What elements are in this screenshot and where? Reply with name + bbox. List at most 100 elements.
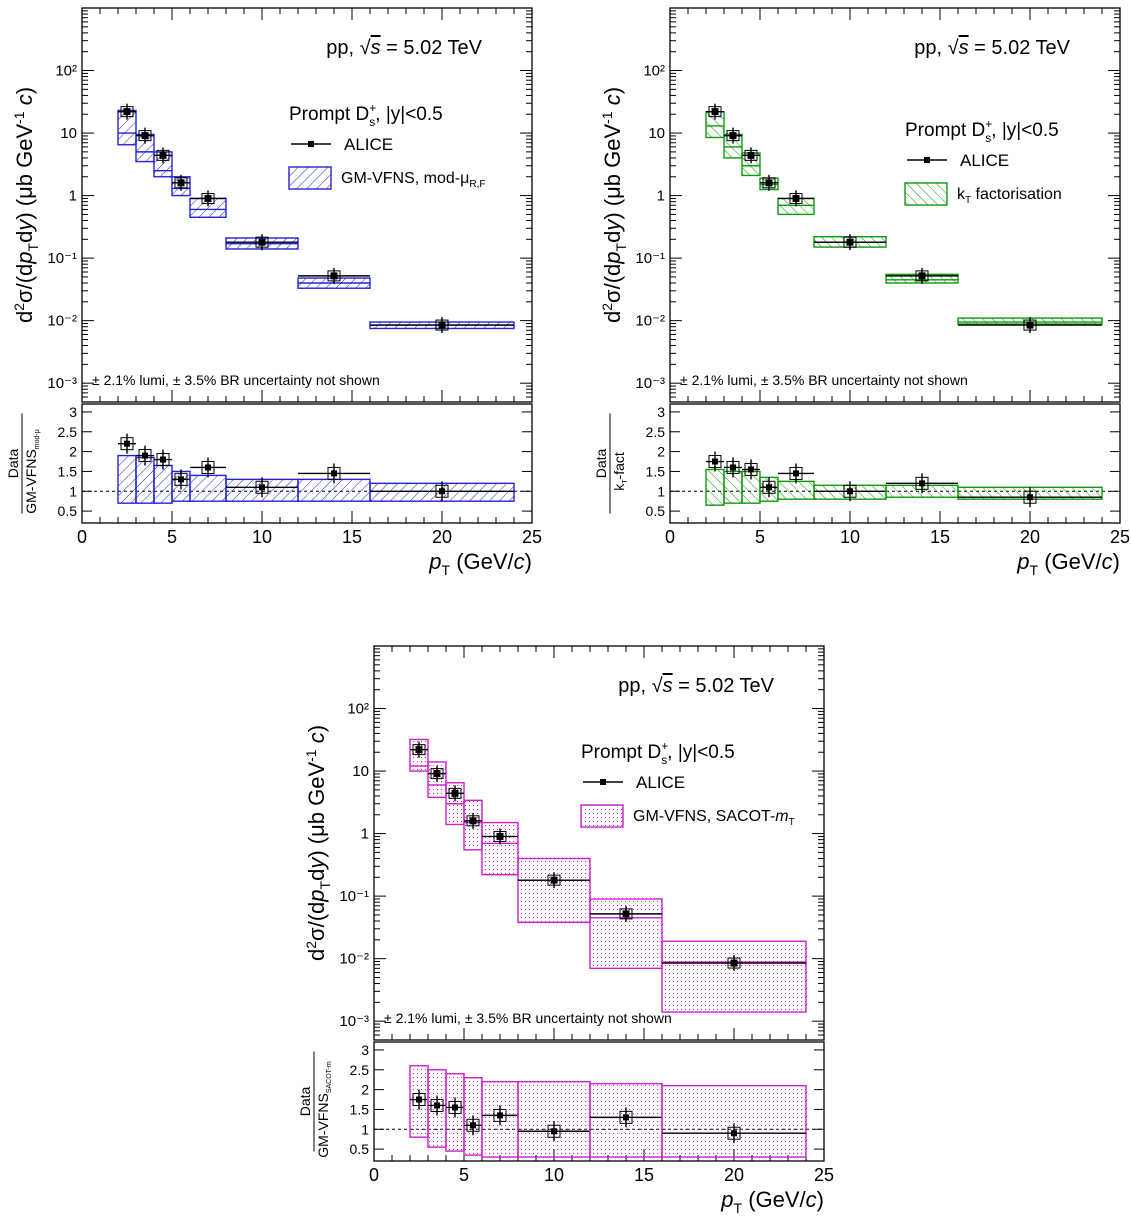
x-tick-label: 10: [252, 527, 272, 547]
legend-data-marker: [308, 141, 314, 147]
ratio-tick-label: 1.5: [350, 1101, 370, 1117]
ratio-syst-box: [915, 476, 929, 490]
y-tick-label: 10²: [55, 63, 77, 80]
legend-model-label: GM-VFNS, mod-μR,F: [341, 170, 485, 190]
ratio-syst-box: [727, 1126, 741, 1140]
x-tick-label: 25: [814, 1165, 834, 1185]
y-axis-label: d2σ/(dpTdy) (μb GeV-1 c): [11, 87, 41, 323]
ratio-model-band: [153, 464, 173, 504]
ratio-data-point: [1027, 494, 1033, 501]
ratio-model-band: [517, 1080, 591, 1158]
data-point: [330, 272, 338, 280]
ratio-tick-label: 2.5: [646, 424, 666, 440]
x-axis-label: pT (GeV/c): [428, 549, 532, 578]
ratio-denominator: GM-VFNSSACOT-m: [315, 1061, 333, 1158]
data-point: [846, 238, 854, 246]
ratio-tick-label: 0.5: [350, 1141, 370, 1157]
ratio-numerator: Data: [297, 1087, 313, 1117]
data-point: [123, 108, 131, 116]
main-plot-frame: [669, 7, 1121, 403]
data-syst-box: [412, 744, 426, 756]
legend-data-label: ALICE: [960, 151, 1009, 170]
ratio-tick-label: 3: [69, 404, 77, 420]
data-point: [258, 238, 266, 246]
x-tick-label: 5: [755, 527, 765, 547]
ratio-syst-box: [201, 460, 215, 474]
ratio-syst-box: [412, 1093, 426, 1107]
ratio-denominator: GM-VFNSmod-μ: [23, 429, 41, 514]
y-tick-label: 10²: [347, 701, 369, 718]
ratio-data-point: [847, 488, 853, 495]
x-tick-label: 0: [77, 527, 87, 547]
ratio-data-point: [623, 1114, 629, 1121]
y-tick-label: 1: [361, 826, 369, 843]
data-syst-box: [843, 236, 857, 248]
y-tick-label: 10⁻²: [635, 313, 665, 330]
data-syst-box: [915, 270, 929, 282]
data-syst-box: [547, 874, 561, 886]
x-tick-label: 20: [432, 527, 452, 547]
data-syst-box: [138, 130, 152, 142]
ratio-tick-label: 2: [361, 1082, 369, 1098]
ratio-syst-box: [547, 1124, 561, 1138]
data-syst-box: [744, 149, 758, 161]
ratio-syst-box: [708, 455, 722, 469]
x-tick-label: 10: [840, 527, 860, 547]
data-syst-box: [619, 908, 633, 920]
model-band: [661, 940, 807, 1013]
ratio-data-point: [434, 1102, 440, 1109]
data-point: [711, 108, 719, 116]
x-axis-label: pT (GeV/c): [720, 1187, 824, 1216]
ratio-data-point: [712, 458, 718, 465]
data-syst-box: [435, 319, 449, 331]
x-tick-label: 5: [459, 1165, 469, 1185]
legend-title: Prompt D+ s, |y|<0.5: [581, 739, 735, 767]
ratio-data-point: [160, 456, 166, 463]
ratio-data-point: [178, 476, 184, 483]
chart-panel-1: 10⁻³ 10⁻² 10⁻¹ 1 10 10² 0 5 10 15 20 25 0.5 1 1.5 2 2.5 3…: [5, 7, 542, 578]
legend-model-label: kT factorisation: [957, 186, 1062, 206]
data-syst-box: [726, 130, 740, 142]
y-tick-label: 10⁻¹: [339, 888, 369, 905]
data-point: [469, 817, 477, 825]
data-point: [622, 910, 630, 918]
ratio-tick-label: 3: [361, 1042, 369, 1058]
data-point: [747, 151, 755, 159]
energy-label: pp, √s = 5.02 TeV: [618, 675, 774, 697]
ratio-syst-box: [744, 462, 758, 476]
data-syst-box: [448, 787, 462, 799]
y-axis-label: d2σ/(dpTdy) (μb GeV-1 c): [599, 87, 629, 323]
y-tick-label: 1: [657, 188, 665, 205]
data-point: [550, 876, 558, 884]
uncertainty-note: ± 2.1% lumi, ± 3.5% BR uncertainty not s…: [92, 372, 380, 388]
data-syst-box: [1023, 319, 1037, 331]
legend-title: Prompt D+ s, |y|<0.5: [905, 117, 1059, 145]
ratio-data-point: [331, 470, 337, 477]
ratio-data-point: [793, 470, 799, 477]
ratio-syst-box: [466, 1118, 480, 1132]
ratio-syst-box: [156, 453, 170, 467]
x-tick-label: 20: [1020, 527, 1040, 547]
ratio-tick-label: 2: [69, 444, 77, 460]
legend-model-label: GM-VFNS, SACOT-mT: [633, 808, 795, 828]
x-tick-label: 25: [1110, 527, 1130, 547]
x-axis-label: pT (GeV/c): [1016, 549, 1120, 578]
ratio-tick-label: 3: [657, 404, 665, 420]
ratio-data-point: [470, 1122, 476, 1129]
x-tick-label: 15: [342, 527, 362, 547]
y-tick-label: 10⁻²: [47, 313, 77, 330]
ratio-data-point: [748, 466, 754, 473]
data-syst-box: [727, 957, 741, 969]
ratio-syst-box: [789, 466, 803, 480]
ratio-syst-box: [327, 466, 341, 480]
ratio-data-point: [919, 480, 925, 487]
data-syst-box: [762, 177, 776, 189]
ratio-model-band: [117, 454, 137, 504]
y-tick-label: 10⁻²: [339, 951, 369, 968]
data-point: [177, 179, 185, 187]
data-syst-box: [327, 270, 341, 282]
legend-data-label: ALICE: [636, 773, 685, 792]
ratio-plot-frame: [669, 403, 1121, 524]
